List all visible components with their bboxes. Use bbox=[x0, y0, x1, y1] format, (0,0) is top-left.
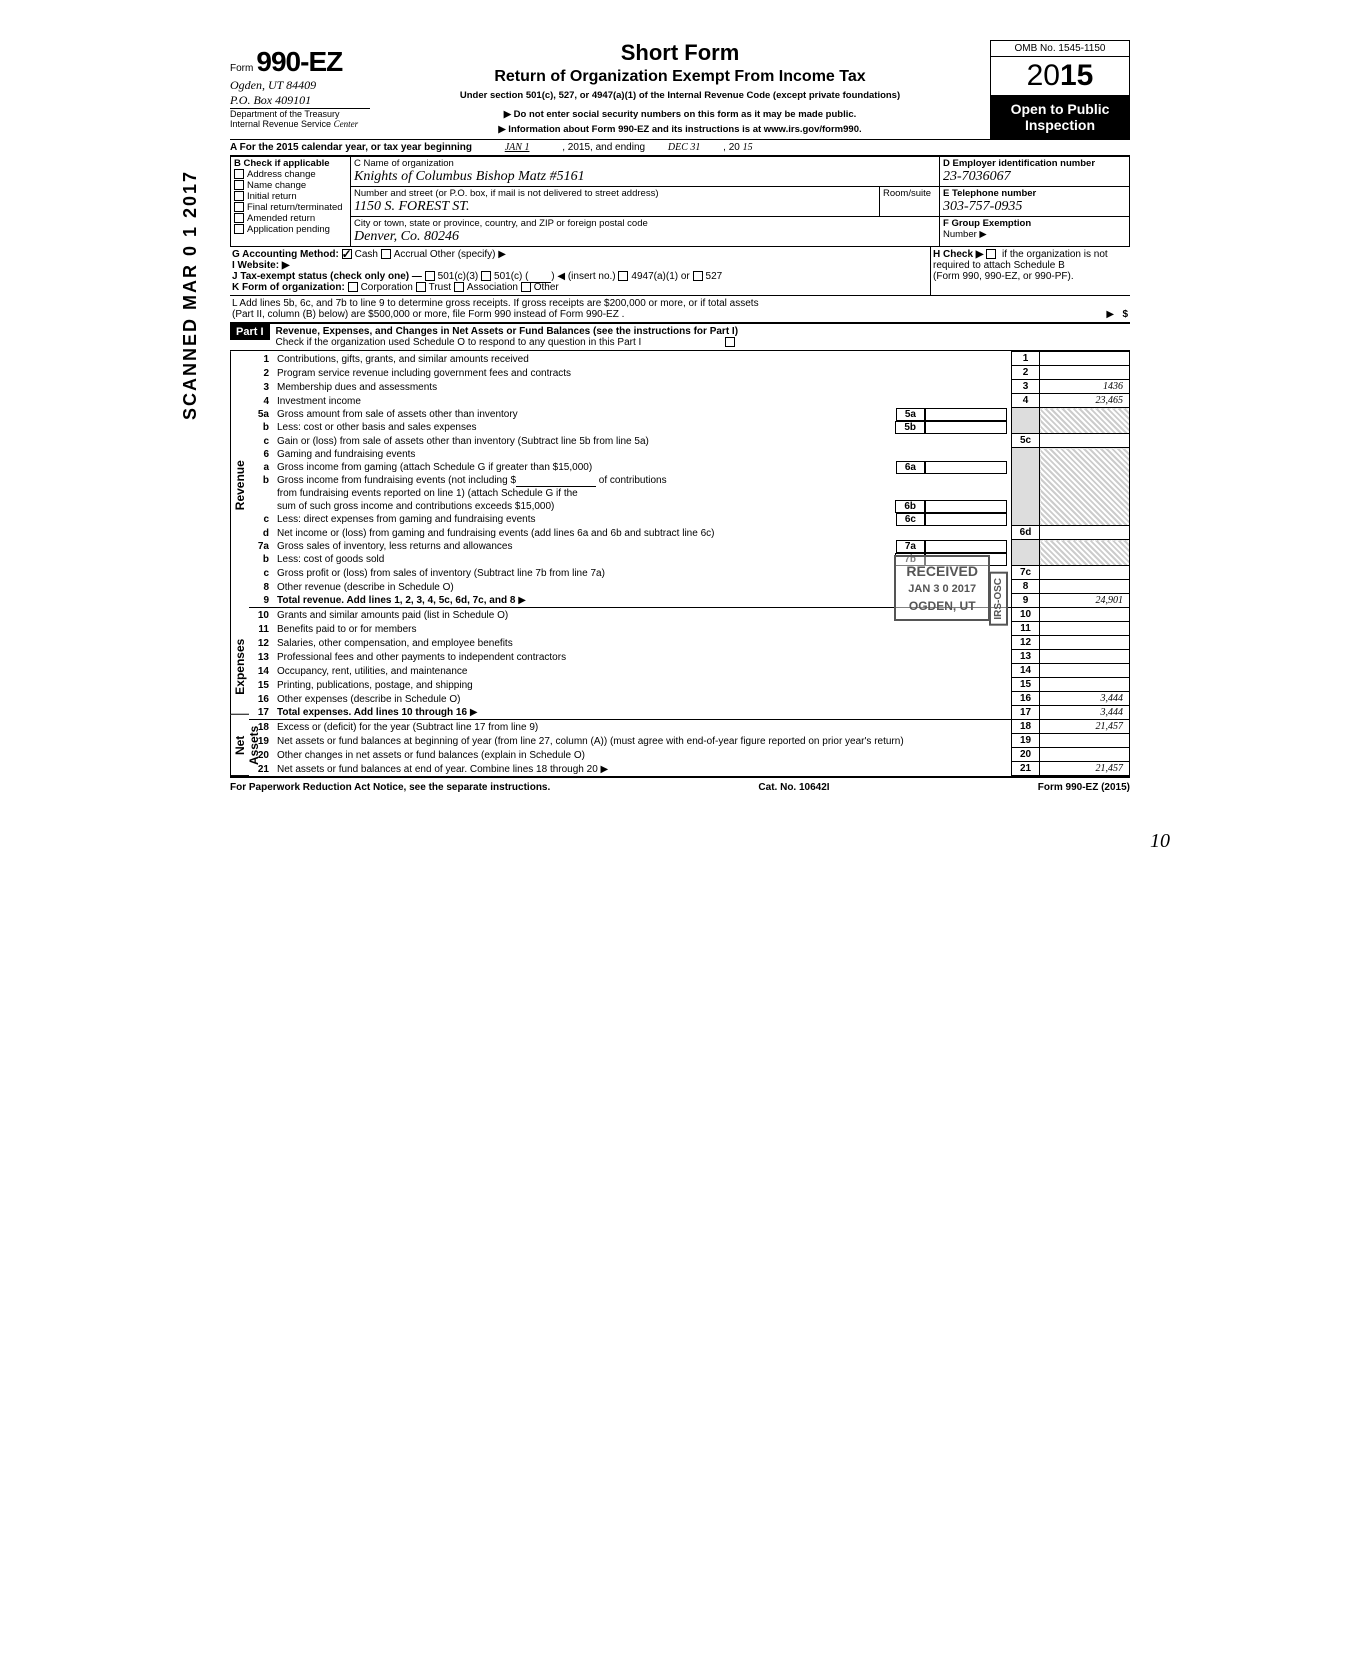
footer: For Paperwork Reduction Act Notice, see … bbox=[230, 782, 1130, 793]
page-number: 10 bbox=[1150, 830, 1170, 853]
paperwork-notice: For Paperwork Reduction Act Notice, see … bbox=[230, 782, 550, 793]
section-k: K Form of organization: Corporation Trus… bbox=[232, 282, 928, 293]
subtitle: Under section 501(c), 527, or 4947(a)(1)… bbox=[378, 90, 982, 101]
scanned-stamp: SCANNED MAR 0 1 2017 bbox=[180, 170, 201, 420]
main-title: Return of Organization Exempt From Incom… bbox=[378, 68, 982, 86]
irs-label: Internal Revenue Service Center bbox=[230, 119, 370, 129]
section-h: H Check ▶ if the organization is not req… bbox=[930, 247, 1130, 295]
section-d: D Employer identification number 23-7036… bbox=[940, 157, 1130, 187]
netassets-label: Net Assets bbox=[230, 715, 249, 776]
form-ref: Form 990-EZ (2015) bbox=[1038, 782, 1130, 793]
section-c-street: Number and street (or P.O. box, if mail … bbox=[351, 187, 880, 217]
short-form-title: Short Form bbox=[378, 40, 982, 66]
part1-header: Part I Revenue, Expenses, and Changes in… bbox=[230, 323, 1130, 351]
ogden-hand: Ogden, UT 84409 bbox=[230, 78, 370, 93]
info-note: ▶ Information about Form 990-EZ and its … bbox=[378, 124, 982, 135]
info-table: B Check if applicable Address change Nam… bbox=[230, 156, 1130, 247]
omb-number: OMB No. 1545-1150 bbox=[990, 40, 1130, 57]
cat-no: Cat. No. 10642I bbox=[758, 782, 829, 793]
form-number-box: Form 990-EZ Ogden, UT 84409 P.O. Box 409… bbox=[230, 40, 370, 129]
tax-year: 2015 bbox=[990, 57, 1130, 95]
right-header-box: OMB No. 1545-1150 2015 Open to Public In… bbox=[990, 40, 1130, 139]
ssn-note: ▶ Do not enter social security numbers o… bbox=[378, 109, 982, 120]
form-prefix: Form bbox=[230, 63, 253, 74]
section-e: E Telephone number 303-757-0935 bbox=[940, 187, 1130, 217]
form-header: Form 990-EZ Ogden, UT 84409 P.O. Box 409… bbox=[230, 40, 1130, 140]
room-suite: Room/suite bbox=[880, 187, 940, 217]
open-public: Open to Public Inspection bbox=[990, 95, 1130, 139]
section-g: G Accounting Method: Cash Accrual Other … bbox=[232, 249, 928, 260]
dept-label: Department of the Treasury bbox=[230, 108, 370, 119]
section-j: J Tax-exempt status (check only one) — 5… bbox=[232, 271, 928, 282]
section-f: F Group Exemption Number ▶ bbox=[940, 217, 1130, 247]
section-i: I Website: ▶ bbox=[232, 260, 928, 271]
section-a: A For the 2015 calendar year, or tax yea… bbox=[230, 140, 1130, 156]
section-c-name: C Name of organization Knights of Columb… bbox=[351, 157, 940, 187]
section-c-city: City or town, state or province, country… bbox=[351, 217, 940, 247]
title-box: Short Form Return of Organization Exempt… bbox=[370, 40, 990, 135]
section-ghi: G Accounting Method: Cash Accrual Other … bbox=[230, 247, 1130, 296]
form-number: 990-EZ bbox=[256, 46, 342, 77]
lines-table: 1Contributions, gifts, grants, and simil… bbox=[249, 351, 1130, 776]
form-page: SCANNED MAR 0 1 2017 Form 990-EZ Ogden, … bbox=[230, 40, 1130, 793]
pobox-hand: P.O. Box 409101 bbox=[230, 93, 370, 108]
revenue-label: Revenue bbox=[230, 351, 249, 619]
section-l: L Add lines 5b, 6c, and 7b to line 9 to … bbox=[230, 296, 1130, 323]
section-b: B Check if applicable Address change Nam… bbox=[231, 157, 351, 247]
part1-body: RECEIVED JAN 3 0 2017 OGDEN, UT IRS-OSC … bbox=[230, 351, 1130, 778]
expenses-label: Expenses bbox=[230, 619, 249, 715]
